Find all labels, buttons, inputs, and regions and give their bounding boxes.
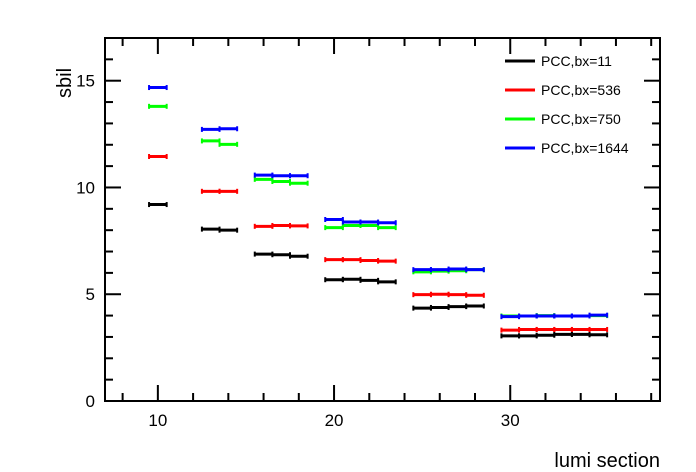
data-point [271, 222, 291, 228]
legend-item: PCC,bx=536 [505, 82, 621, 98]
x-axis-title: lumi section [554, 450, 660, 472]
legend-label: PCC,bx=11 [541, 53, 612, 69]
data-point [341, 222, 362, 228]
data-point [553, 326, 573, 332]
data-point [518, 313, 538, 319]
y-tick-label: 5 [86, 285, 95, 304]
data-point [271, 178, 291, 184]
legend-label: PCC,bx=750 [541, 111, 621, 127]
legend-item: PCC,bx=1644 [505, 140, 629, 156]
y-tick-label: 10 [76, 178, 95, 197]
data-point [377, 258, 397, 264]
y-tick-label: 0 [86, 392, 95, 411]
y-axis-ticks: 0 5 10 15 [76, 37, 660, 411]
data-point [465, 292, 485, 298]
data-point [289, 223, 309, 229]
data-point [324, 277, 344, 283]
data-point [289, 173, 309, 179]
data-point [588, 312, 609, 318]
data-point [289, 253, 309, 259]
data-point [200, 138, 221, 144]
x-tick-label: 10 [148, 411, 167, 430]
data-point [218, 141, 239, 147]
data-point [465, 267, 485, 273]
data-point [253, 223, 274, 229]
data-point [377, 279, 397, 285]
data-point [518, 326, 538, 332]
data-point [570, 313, 591, 319]
data-point [341, 219, 362, 225]
x-tick-label: 30 [501, 411, 520, 430]
data-point [465, 303, 485, 309]
data-point [553, 331, 573, 337]
series-3 [148, 103, 609, 319]
series-2 [148, 154, 609, 333]
data-point [359, 219, 380, 225]
data-point [535, 326, 556, 332]
data-point [148, 154, 168, 160]
data-point [377, 220, 397, 226]
data-point [553, 313, 573, 319]
data-point [271, 173, 291, 179]
data-point [324, 217, 344, 222]
data-point [148, 85, 168, 91]
x-axis-ticks: 10 20 30 [121, 38, 653, 430]
data-point [359, 257, 380, 263]
data-point [218, 126, 239, 132]
data-point [535, 332, 556, 338]
series-layer [148, 85, 609, 339]
data-point [341, 257, 362, 263]
legend-label: PCC,bx=536 [541, 82, 621, 98]
data-point [570, 326, 591, 332]
legend-item: PCC,bx=11 [505, 53, 612, 69]
data-point [500, 333, 521, 339]
data-point [218, 227, 239, 233]
data-point [200, 188, 221, 194]
data-point [271, 252, 291, 258]
data-point [412, 292, 432, 298]
x-tick-label: 20 [325, 411, 344, 430]
data-point [289, 180, 309, 186]
data-point [148, 103, 168, 109]
data-point [148, 202, 168, 208]
data-point [253, 172, 274, 178]
data-point [253, 176, 274, 182]
data-point [412, 305, 432, 311]
data-point [359, 222, 380, 228]
data-point [447, 304, 468, 310]
plot-frame [104, 37, 661, 402]
y-tick-label: 15 [76, 72, 95, 91]
data-point [588, 326, 609, 332]
data-point [324, 257, 344, 263]
legend-item: PCC,bx=750 [505, 111, 621, 127]
legend: PCC,bx=11 PCC,bx=536 PCC,bx=750 PCC,bx=1644 [505, 53, 629, 156]
data-point [500, 327, 521, 333]
series-1 [148, 202, 609, 339]
data-point [253, 251, 274, 257]
data-point [200, 126, 221, 132]
data-point [429, 304, 450, 310]
data-point [341, 276, 362, 282]
data-point [588, 332, 609, 338]
data-point [429, 291, 450, 297]
data-point [518, 333, 538, 339]
series-4 [148, 85, 609, 320]
data-point [200, 226, 221, 232]
data-point [359, 277, 380, 283]
legend-label: PCC,bx=1644 [541, 140, 629, 156]
data-point [377, 225, 397, 231]
data-point [324, 225, 344, 231]
y-axis-title: sbil [54, 68, 76, 98]
data-point [447, 292, 468, 298]
data-point [570, 331, 591, 337]
data-point [218, 188, 239, 194]
